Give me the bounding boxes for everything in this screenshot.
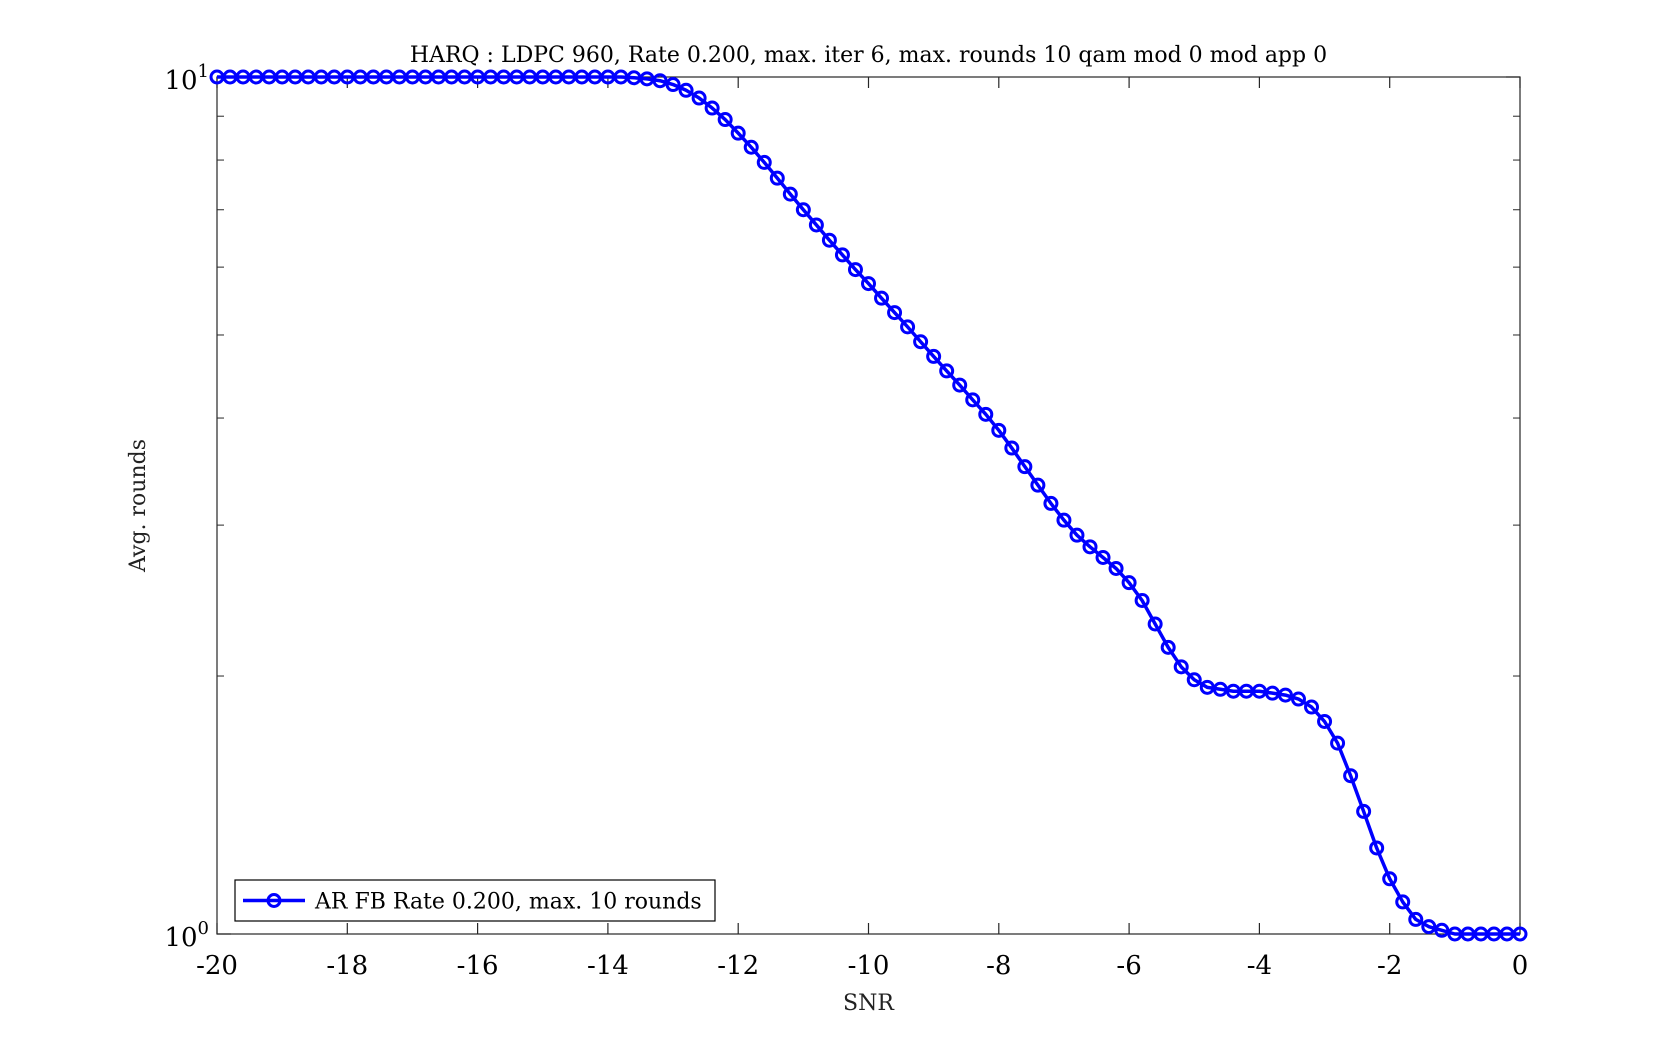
data-point-marker [1121,575,1137,591]
legend: AR FB Rate 0.200, max. 10 rounds [234,879,716,922]
legend-marker-circle [266,893,282,908]
x-tick-label: -14 [587,951,629,981]
data-point-marker [1069,527,1085,543]
data-point-marker [1134,592,1150,608]
data-point-marker [1395,894,1411,910]
data-point-marker [652,73,668,89]
legend-box [234,879,716,922]
data-point-marker [1317,713,1333,729]
data-point-marker [1160,639,1176,655]
series-layer [209,69,1528,942]
data-point-marker [795,202,811,218]
data-point-marker [1030,477,1046,493]
data-point-marker [939,363,955,379]
x-tick-label: -12 [717,951,759,981]
data-point-marker [756,154,772,170]
y-tick-label: 101 [164,61,209,96]
x-tick-label: -16 [457,951,499,981]
data-point-marker [1382,871,1398,887]
data-point-marker [821,232,837,248]
x-tick-label: -8 [986,951,1011,981]
data-point-marker [704,100,720,116]
y-tick-label: 100 [164,918,209,953]
data-point-marker [1095,549,1111,565]
legend-entry-label: AR FB Rate 0.200, max. 10 rounds [314,890,702,915]
data-point-marker [978,406,994,422]
plot-area-frame [216,76,1521,935]
data-point-marker [874,290,890,306]
data-point-marker [1421,919,1437,935]
data-point-marker [730,125,746,141]
data-point-marker [1108,560,1124,576]
x-tick-label: -4 [1247,951,1272,981]
data-point-marker [926,348,942,364]
data-point-marker [1056,512,1072,528]
data-point-marker [1343,768,1359,784]
data-point-marker [1082,539,1098,555]
data-point-marker [769,170,785,186]
data-point-marker [808,217,824,233]
data-point-marker [913,334,929,350]
data-point-marker [952,377,968,393]
data-point-marker [1356,803,1372,819]
data-point-marker [1186,672,1202,688]
data-point-marker [847,262,863,278]
x-tick-label: -10 [848,951,890,981]
data-point-marker [861,276,876,292]
x-axis-label: SNR [843,991,895,1016]
data-point-marker [1408,911,1424,927]
data-point-marker [678,82,694,98]
data-point-marker [1304,699,1320,715]
x-tick-label: -6 [1116,951,1141,981]
data-point-marker [834,247,850,263]
data-point-marker [1512,926,1528,942]
data-point-marker [665,77,681,93]
data-point-marker [691,90,707,106]
data-point-marker [1147,616,1163,632]
x-tick-label: 0 [1512,951,1529,981]
x-tick-label: -2 [1377,951,1402,981]
data-point-marker [743,139,759,155]
data-point-marker [1043,495,1059,511]
x-tick-label: -20 [196,951,238,981]
y-axis-label: Avg. rounds [126,439,151,573]
data-point-marker [782,186,798,202]
data-point-marker [1290,691,1306,707]
data-point-marker [1017,459,1033,475]
data-point-marker [900,319,916,335]
data-point-marker [1434,922,1450,938]
data-point-marker [1004,440,1020,456]
data-point-marker [717,112,733,128]
data-point-marker [991,422,1007,438]
x-tick-label: -18 [326,951,368,981]
data-point-marker [965,392,981,408]
data-point-marker [1173,659,1189,675]
data-point-marker [1277,687,1293,703]
data-point-marker [1330,735,1346,751]
data-point-marker [887,305,903,321]
data-point-marker [1369,840,1385,856]
chart-title: HARQ : LDPC 960, Rate 0.200, max. iter 6… [410,43,1327,68]
